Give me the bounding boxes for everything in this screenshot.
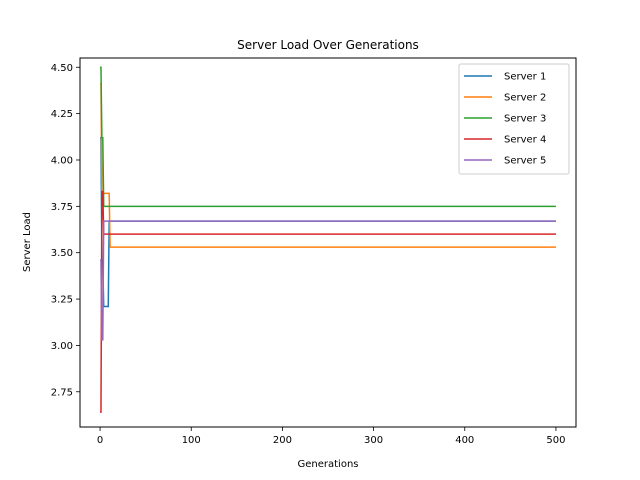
y-tick-label: 3.75 <box>51 202 73 213</box>
x-tick-label: 400 <box>455 435 474 446</box>
y-tick-label: 3.25 <box>51 295 73 306</box>
y-tick-label: 3.00 <box>51 341 73 352</box>
x-axis: 0 100 200 300 400 500 <box>97 427 565 446</box>
legend-label: Server 1 <box>504 72 546 83</box>
legend-box <box>458 63 570 175</box>
x-tick-label: 200 <box>273 435 292 446</box>
legend-label: Server 3 <box>504 114 546 125</box>
y-axis: 2.75 3.00 3.25 3.50 3.75 4.00 4.25 4.50 <box>51 63 80 398</box>
y-axis-label: Server Load <box>22 212 33 272</box>
x-tick-label: 300 <box>364 435 383 446</box>
x-tick-label: 100 <box>182 435 201 446</box>
x-tick-label: 500 <box>546 435 565 446</box>
legend-label: Server 2 <box>504 93 546 104</box>
y-tick-label: 3.50 <box>51 248 73 259</box>
y-tick-label: 4.50 <box>51 63 73 74</box>
chart-title: Server Load Over Generations <box>237 38 419 52</box>
y-tick-label: 4.25 <box>51 109 73 120</box>
legend-label: Server 4 <box>504 135 546 146</box>
plot-frame <box>79 57 577 428</box>
series-line-4 <box>100 190 556 413</box>
y-tick-label: 2.75 <box>51 387 73 398</box>
legend-label: Server 5 <box>504 156 546 167</box>
series-line-3 <box>100 66 556 208</box>
x-axis-label: Generations <box>298 459 359 470</box>
series-line-5 <box>100 220 556 341</box>
legend: Server 1 Server 2 Server 3 Server 4 Server 5 <box>458 63 570 175</box>
series-layer <box>100 66 556 413</box>
x-tick-label: 0 <box>97 435 103 446</box>
y-tick-label: 4.00 <box>51 155 73 166</box>
